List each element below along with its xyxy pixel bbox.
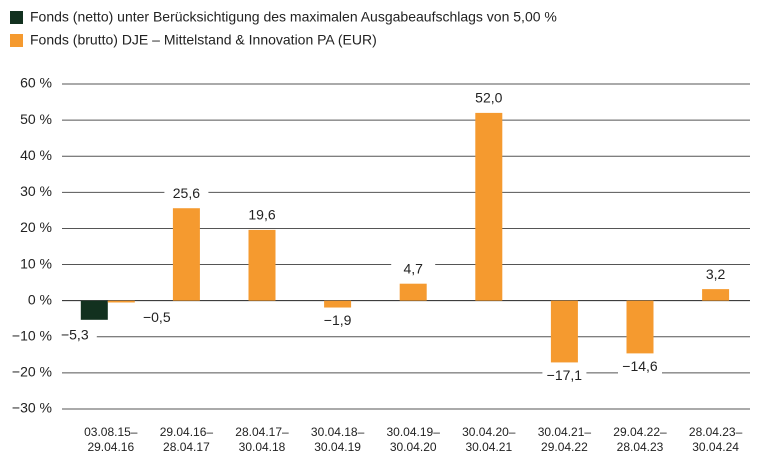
label-bg: [240, 206, 284, 225]
x-tick-label: 28.04.17–30.04.18: [235, 425, 289, 454]
x-tick-label: 30.04.18–30.04.19: [310, 425, 365, 454]
y-tick-label: −20 %: [12, 364, 52, 380]
y-tick-label: 60 %: [20, 75, 52, 91]
data-label: −17,1: [547, 367, 583, 383]
bar: [399, 283, 427, 301]
data-label: 3,2: [706, 266, 726, 282]
x-tick-label: 30.04.21–29.04.22: [537, 425, 592, 454]
legend-label: Fonds (netto) unter Berücksichtigung des…: [30, 9, 557, 25]
data-label: 25,6: [173, 185, 200, 201]
legend-swatch: [10, 34, 23, 47]
label-bg: [542, 367, 587, 386]
x-tick-label: 30.04.20–30.04.21: [462, 425, 516, 454]
x-tick-label: 29.04.16–28.04.17: [159, 425, 214, 454]
data-label: −14,6: [622, 358, 658, 374]
bar: [475, 112, 503, 301]
x-tick-label: 30.04.19–30.04.20: [386, 425, 440, 454]
y-tick-label: 20 %: [20, 219, 52, 235]
data-label: 4,7: [403, 260, 423, 276]
data-label: 52,0: [475, 90, 502, 106]
data-label: −0,5: [143, 309, 171, 325]
label-bg: [134, 309, 179, 328]
label-bg: [52, 326, 97, 345]
bar: [550, 300, 578, 363]
bar: [702, 289, 730, 301]
legend-label: Fonds (brutto) DJE – Mittelstand & Innov…: [30, 32, 377, 48]
y-tick-label: 50 %: [20, 111, 52, 127]
y-tick-label: 0 %: [28, 291, 52, 307]
label-bg: [693, 266, 738, 285]
x-tick-label: 28.04.23–30.04.24: [688, 425, 743, 454]
label-bg: [164, 185, 209, 204]
x-tick-label: 03.08.15–29.04.16: [84, 425, 138, 454]
bar: [248, 229, 276, 301]
bar: [107, 300, 135, 303]
label-bg: [618, 358, 662, 377]
legend-swatch: [10, 11, 23, 24]
data-label: 19,6: [248, 207, 275, 223]
data-label: −1,9: [324, 312, 352, 328]
y-tick-label: 10 %: [20, 255, 52, 271]
y-tick-label: 40 %: [20, 147, 52, 163]
bar: [172, 208, 200, 301]
x-tick-label: 29.04.22–28.04.23: [613, 425, 667, 454]
bar: [626, 300, 654, 354]
bar: [324, 300, 352, 308]
label-bg: [391, 260, 436, 279]
label-bg: [315, 312, 360, 331]
y-tick-label: −30 %: [12, 400, 52, 416]
label-bg: [466, 89, 511, 108]
data-label: −5,3: [61, 327, 89, 343]
bar: [80, 300, 108, 320]
y-tick-label: 30 %: [20, 183, 52, 199]
y-tick-label: −10 %: [12, 327, 52, 343]
